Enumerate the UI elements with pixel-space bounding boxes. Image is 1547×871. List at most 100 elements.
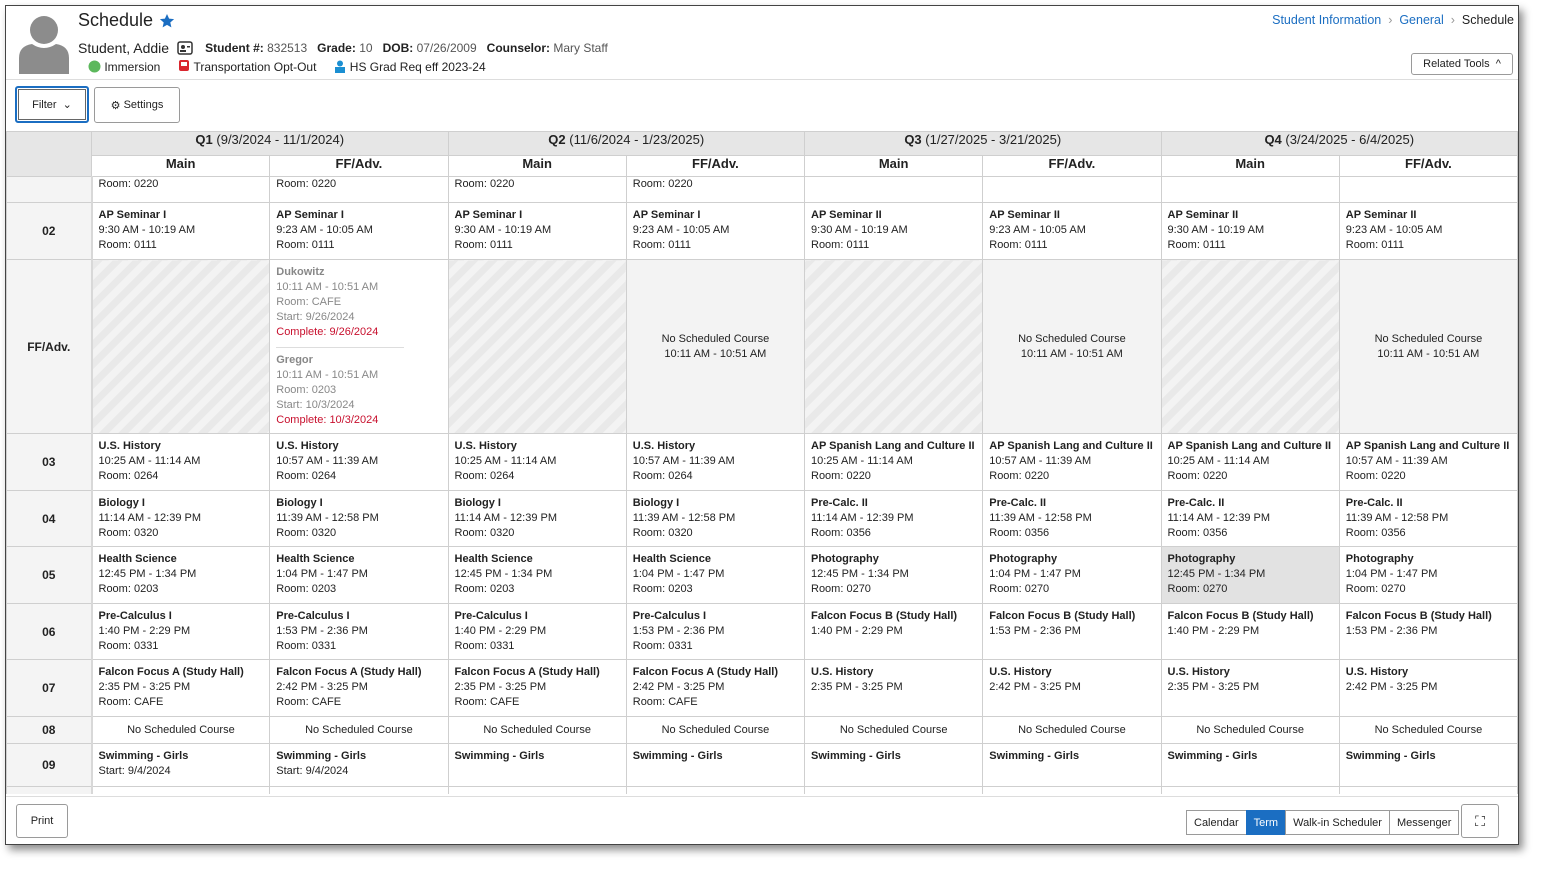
schedule-cell[interactable]: Falcon Focus B (Study Hall) 1:40 PM - 2:2… (1160, 603, 1340, 660)
column-header: Main (90, 155, 271, 177)
schedule-cell[interactable]: AP Spanish Lang and Culture II 10:57 AM -… (982, 433, 1162, 491)
related-tools-button[interactable]: Related Tools ^ (1411, 53, 1513, 75)
schedule-cell[interactable]: Swimming - Girls (625, 743, 806, 787)
schedule-cell[interactable]: Health Science 1:04 PM - 1:47 PM Room: 020… (625, 546, 806, 604)
note: No Scheduled Course (270, 723, 447, 738)
print-button[interactable]: Print (16, 804, 68, 838)
schedule-cell[interactable]: Swimming - Girls (803, 743, 984, 787)
schedule-cell[interactable]: AP Seminar I 9:30 AM - 10:19 AM Room: 0111 (447, 202, 627, 260)
course-title: Falcon Focus B (Study Hall) (811, 610, 958, 622)
schedule-cell[interactable]: U.S. History 10:25 AM - 11:14 AM Room: 026… (90, 433, 271, 491)
favorite-star[interactable] (159, 13, 175, 29)
period-row (6, 786, 1518, 794)
schedule-cell[interactable]: U.S. History 2:35 PM - 3:25 PM (803, 659, 984, 717)
schedule-cell[interactable]: Pre-Calc. II 11:14 AM - 12:39 PM Room: 035… (803, 490, 984, 547)
schedule-cell[interactable]: Swimming - Girls (982, 743, 1162, 787)
schedule-cell[interactable]: Biology I 11:14 AM - 12:39 PM Room: 0320 (90, 490, 271, 547)
course-title: Pre-Calc. II (989, 497, 1047, 509)
course-detail: Room: 0356 (1345, 527, 1406, 539)
cell-content: AP Seminar I 9:30 AM - 10:19 AM Room: 0111 (449, 203, 626, 258)
view-button[interactable]: Walk-in Scheduler (1285, 810, 1390, 835)
schedule-cell[interactable]: U.S. History 2:42 PM - 3:25 PM (1338, 659, 1518, 717)
schedule-cell[interactable]: U.S. History 10:25 AM - 11:14 AM Room: 026… (447, 433, 627, 491)
fullscreen-button[interactable]: ⛶ (1461, 804, 1499, 838)
note-line: No Scheduled Course (483, 723, 591, 736)
divider (6, 79, 1518, 80)
schedule-cell[interactable]: Pre-Calc. II 11:39 AM - 12:58 PM Room: 035… (1338, 490, 1518, 547)
view-button[interactable]: Messenger (1388, 810, 1460, 835)
period-row: 02 AP Seminar I 9:30 AM - 10:19 AM Room: 01… (6, 202, 1518, 260)
schedule-cell[interactable]: AP Seminar I 9:23 AM - 10:05 AM Room: 0111 (625, 202, 806, 260)
schedule-cell[interactable]: Swimming - Girls (447, 743, 627, 787)
schedule-cell[interactable]: Pre-Calculus I 1:40 PM - 2:29 PM Room: 033… (90, 603, 271, 660)
schedule-cell[interactable]: U.S. History 10:57 AM - 11:39 AM Room: 026… (625, 433, 806, 491)
schedule-cell[interactable]: U.S. History 2:42 PM - 3:25 PM (982, 659, 1162, 717)
schedule-cell[interactable]: Health Science 12:45 PM - 1:34 PM Room: 02… (90, 546, 271, 604)
schedule-cell[interactable]: Falcon Focus B (Study Hall) 1:53 PM - 2:3… (1338, 603, 1518, 660)
schedule-cell[interactable]: AP Seminar I 9:23 AM - 10:05 AM Room: 0111 (269, 202, 449, 260)
schedule-cell[interactable]: Health Science 1:04 PM - 1:47 PM Room: 020… (269, 546, 449, 604)
schedule-cell[interactable]: Pre-Calculus I 1:53 PM - 2:36 PM Room: 033… (269, 603, 449, 660)
note-line: No Scheduled Course (1374, 723, 1483, 736)
schedule-cell[interactable]: Photography 12:45 PM - 1:34 PM Room: 0270 (1160, 546, 1340, 604)
course-title: U.S. History (454, 440, 517, 452)
schedule-cell[interactable]: Pre-Calc. II 11:14 AM - 12:39 PM Room: 035… (1160, 490, 1340, 547)
breadcrumb-link[interactable]: General (1399, 13, 1444, 27)
schedule-cell[interactable]: AP Spanish Lang and Culture II 10:57 AM -… (1338, 433, 1518, 491)
schedule-cell[interactable]: Falcon Focus A (Study Hall) 2:35 PM - 3:2… (90, 659, 271, 717)
course-detail: Room: 0220 (454, 178, 515, 190)
corner (6, 131, 92, 177)
view-button[interactable]: Term (1245, 810, 1287, 835)
schedule-cell[interactable]: Swimming - Girls Start: 9/4/2024 (269, 743, 449, 787)
course-detail: Room: 0220 (811, 470, 871, 482)
schedule-cell[interactable]: Biology I 11:39 AM - 12:58 PM Room: 0320 (625, 490, 806, 547)
cell-content: U.S. History 2:42 PM - 3:25 PM (983, 660, 1160, 700)
schedule-cell[interactable]: AP Seminar II 9:23 AM - 10:05 AM Room: 011… (1338, 202, 1518, 260)
settings-button[interactable]: ⚙ Settings (94, 87, 180, 123)
flag-text: Transportation Opt-Out (193, 60, 317, 74)
breadcrumb-link[interactable]: Student Information (1272, 13, 1382, 27)
schedule-cell[interactable]: AP Seminar II 9:30 AM - 10:19 AM Room: 011… (1160, 202, 1340, 260)
cell-content: AP Seminar II 9:30 AM - 10:19 AM Room: 011… (1162, 203, 1339, 258)
schedule-cell[interactable]: Falcon Focus B (Study Hall) 1:53 PM - 2:3… (982, 603, 1162, 660)
course-detail: 9:30 AM - 10:19 AM (811, 224, 908, 236)
course-detail: Room: 0270 (1167, 583, 1228, 595)
schedule-cell[interactable]: AP Seminar II 9:23 AM - 10:05 AM Room: 011… (982, 202, 1162, 260)
schedule-cell[interactable]: Pre-Calculus I 1:40 PM - 2:29 PM Room: 033… (447, 603, 627, 660)
schedule-cell[interactable]: AP Seminar II 9:30 AM - 10:19 AM Room: 011… (803, 202, 984, 260)
period-row: 05 Health Science 12:45 PM - 1:34 PM Room: … (6, 546, 1518, 604)
schedule-cell[interactable]: U.S. History 2:35 PM - 3:25 PM (1160, 659, 1340, 717)
schedule-cell: Room: 0220 (269, 176, 449, 203)
schedule-cell[interactable]: AP Spanish Lang and Culture II 10:25 AM -… (803, 433, 984, 491)
schedule-cell[interactable]: AP Seminar I 9:30 AM - 10:19 AM Room: 0111 (90, 202, 271, 260)
cell-content: Health Science 12:45 PM - 1:34 PM Room: 02… (449, 547, 626, 602)
schedule-cell[interactable]: Photography 1:04 PM - 1:47 PM Room: 0270 (982, 546, 1162, 604)
schedule-cell[interactable]: Swimming - Girls Start: 9/4/2024 (90, 743, 271, 787)
course-detail: Room: 0111 (98, 239, 157, 251)
schedule-cell[interactable]: Pre-Calculus I 1:53 PM - 2:36 PM Room: 033… (625, 603, 806, 660)
course-title: Pre-Calculus I (632, 610, 707, 622)
schedule-cell[interactable]: Photography 1:04 PM - 1:47 PM Room: 0270 (1338, 546, 1518, 604)
schedule-cell[interactable]: Pre-Calc. II 11:39 AM - 12:58 PM Room: 035… (982, 490, 1162, 547)
filter-button[interactable]: Filter ⌄ (15, 86, 89, 123)
id-card-icon[interactable] (177, 41, 193, 55)
schedule-cell[interactable]: Falcon Focus A (Study Hall) 2:35 PM - 3:2… (447, 659, 627, 717)
course-detail: 11:14 AM - 12:39 PM (811, 512, 914, 524)
view-button[interactable]: Calendar (1186, 810, 1247, 835)
schedule-cell[interactable]: Falcon Focus A (Study Hall) 2:42 PM - 3:2… (625, 659, 806, 717)
note: No Scheduled Course (805, 723, 982, 738)
schedule-cell[interactable]: Photography 12:45 PM - 1:34 PM Room: 0270 (803, 546, 984, 604)
schedule-cell[interactable]: Falcon Focus B (Study Hall) 1:40 PM - 2:2… (803, 603, 984, 660)
schedule-cell[interactable]: U.S. History 10:57 AM - 11:39 AM Room: 026… (269, 433, 449, 491)
schedule-cell[interactable]: Falcon Focus A (Study Hall) 2:42 PM - 3:2… (269, 659, 449, 717)
button-text: Filter (32, 98, 57, 111)
cell-content (983, 177, 1160, 182)
schedule-cell[interactable]: Biology I 11:39 AM - 12:58 PM Room: 0320 (269, 490, 449, 547)
schedule-cell[interactable]: Biology I 11:14 AM - 12:39 PM Room: 0320 (447, 490, 627, 547)
course-detail: 10:57 AM - 11:39 AM (1345, 455, 1448, 467)
schedule-cell[interactable]: Swimming - Girls (1338, 743, 1518, 787)
course-title: U.S. History (98, 440, 161, 452)
schedule-cell[interactable]: AP Spanish Lang and Culture II 10:25 AM -… (1160, 433, 1340, 491)
schedule-cell[interactable]: Health Science 12:45 PM - 1:34 PM Room: 02… (447, 546, 627, 604)
schedule-cell[interactable]: Swimming - Girls (1160, 743, 1340, 787)
